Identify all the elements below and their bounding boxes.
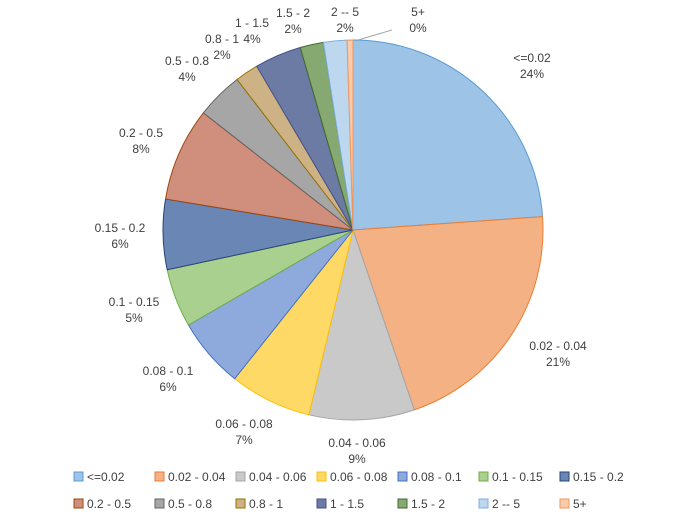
legend-item: 0.04 - 0.06 xyxy=(235,470,307,484)
legend-item: <=0.02 xyxy=(73,470,125,484)
legend-label: 0.02 - 0.04 xyxy=(168,470,226,484)
legend-item: 0.2 - 0.5 xyxy=(73,497,131,511)
legend-item: 0.8 - 1 xyxy=(235,497,283,511)
data-labels: <=0.02 24% 0.02 - 0.04 21% 0.04 - 0.06 9% 0.06… xyxy=(95,5,587,466)
data-label-percent: 4% xyxy=(243,32,261,46)
legend-swatch xyxy=(478,471,489,482)
legend-label: 0.5 - 0.8 xyxy=(168,497,212,511)
legend-swatch xyxy=(397,471,408,482)
legend-item: 5+ xyxy=(559,497,587,511)
legend-swatch xyxy=(559,471,570,482)
data-label-percent: 5% xyxy=(125,311,143,325)
legend-label: 1 - 1.5 xyxy=(330,497,364,511)
legend-item: 0.08 - 0.1 xyxy=(397,470,462,484)
data-label-percent: 2% xyxy=(336,21,354,35)
data-label-category: 0.2 - 0.5 xyxy=(119,126,163,140)
pie-slice-14 xyxy=(346,39,354,231)
legend-label: 0.1 - 0.15 xyxy=(492,470,543,484)
legend-swatch xyxy=(559,498,570,509)
legend-swatch xyxy=(316,471,327,482)
leader-line xyxy=(357,29,393,41)
data-label-category: 0.1 - 0.15 xyxy=(109,295,160,309)
legend-label: 0.06 - 0.08 xyxy=(330,470,388,484)
data-label-category: 1.5 - 2 xyxy=(276,6,310,20)
legend-item: 1 - 1.5 xyxy=(316,497,364,511)
data-label-percent: 2% xyxy=(284,22,302,36)
data-label-category: <=0.02 xyxy=(513,51,551,65)
data-label-percent: 21% xyxy=(546,355,570,369)
legend-label: 0.8 - 1 xyxy=(249,497,283,511)
data-label-category: 0.02 - 0.04 xyxy=(529,339,587,353)
legend-item: 2 -- 5 xyxy=(478,497,520,511)
legend-swatch xyxy=(397,498,408,509)
legend-swatch xyxy=(235,498,246,509)
legend-item: 0.5 - 0.8 xyxy=(154,497,212,511)
legend-swatch xyxy=(316,498,327,509)
legend-swatch xyxy=(73,498,84,509)
pie-slice-3 xyxy=(308,228,415,421)
data-label-percent: 24% xyxy=(520,67,544,81)
legend-item: 0.02 - 0.04 xyxy=(154,470,226,484)
legend-label: 5+ xyxy=(573,497,587,511)
legend-label: 0.08 - 0.1 xyxy=(411,470,462,484)
data-label-category: 0.15 - 0.2 xyxy=(95,221,146,235)
data-label-category: 0.04 - 0.06 xyxy=(328,436,386,450)
legend-swatch xyxy=(235,471,246,482)
data-label-category: 5+ xyxy=(411,5,425,19)
pie-slice-2 xyxy=(352,216,544,411)
legend-item: 1.5 - 2 xyxy=(397,497,445,511)
data-label-percent: 6% xyxy=(159,380,177,394)
legend-label: <=0.02 xyxy=(87,470,125,484)
data-label-percent: 6% xyxy=(111,237,129,251)
legend-item: 0.15 - 0.2 xyxy=(559,470,624,484)
legend-label: 0.2 - 0.5 xyxy=(87,497,131,511)
legend-item: 0.1 - 0.15 xyxy=(478,470,543,484)
legend-swatch xyxy=(478,498,489,509)
pie-slice-1 xyxy=(352,39,544,231)
legend-swatch xyxy=(154,471,165,482)
legend-swatch xyxy=(154,498,165,509)
legend-label: 1.5 - 2 xyxy=(411,497,445,511)
data-label-percent: 9% xyxy=(348,452,366,466)
data-label-percent: 7% xyxy=(235,433,253,447)
data-label-category: 0.5 - 0.8 xyxy=(165,54,209,68)
data-label-category: 1 - 1.5 xyxy=(235,16,269,30)
data-label-percent: 4% xyxy=(178,70,196,84)
data-label-category: 2 -- 5 xyxy=(331,5,359,19)
legend-item: 0.06 - 0.08 xyxy=(316,470,388,484)
pie-slices xyxy=(162,39,544,421)
data-label-category: 0.06 - 0.08 xyxy=(215,417,273,431)
pie-slice-8 xyxy=(164,112,354,231)
data-label-category: 0.08 - 0.1 xyxy=(143,364,194,378)
legend-label: 0.04 - 0.06 xyxy=(249,470,307,484)
data-label-percent: 0% xyxy=(409,21,427,35)
legend-swatch xyxy=(73,471,84,482)
data-label-category: 0.8 - 1 xyxy=(205,32,239,46)
legend-label: 2 -- 5 xyxy=(492,497,520,511)
legend-label: 0.15 - 0.2 xyxy=(573,470,624,484)
legend: <=0.02 0.02 - 0.04 0.04 - 0.06 0.06 - 0.08 0… xyxy=(73,470,624,511)
data-label-percent: 8% xyxy=(132,142,150,156)
data-label-percent: 2% xyxy=(213,48,231,62)
